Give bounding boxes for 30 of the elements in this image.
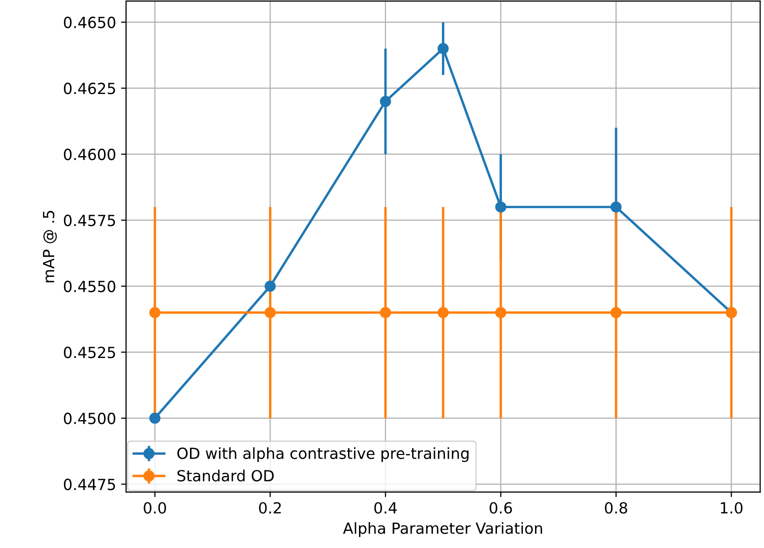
x-tick-label: 0.4 [374, 502, 397, 514]
point [264, 280, 276, 292]
x-tick-label: 1.0 [720, 502, 742, 514]
point [149, 412, 160, 424]
y-axis-title: mAP @ .5 [43, 210, 57, 282]
x-tick-label: 0.0 [144, 502, 166, 514]
point [380, 96, 392, 107]
point [149, 307, 160, 318]
point [380, 307, 392, 318]
y-tick-label: 0.4600 [64, 148, 116, 160]
y-tick-label: 0.4525 [64, 346, 116, 358]
y-tick-label: 0.4575 [64, 214, 116, 226]
legend-label: OD with alpha contrastive pre-training [177, 447, 468, 462]
x-axis-title: Alpha Parameter Variation [343, 522, 542, 537]
point [495, 307, 506, 318]
point [610, 201, 622, 213]
y-tick-label: 0.4475 [64, 478, 116, 490]
y-tick-label: 0.4500 [64, 412, 116, 424]
x-tick-label: 0.6 [490, 502, 512, 514]
y-tick-label: 0.4550 [64, 280, 116, 292]
point [438, 43, 449, 54]
point [438, 307, 449, 318]
x-tick-label: 0.2 [259, 502, 281, 514]
point [264, 307, 276, 318]
x-tick-label: 0.8 [604, 502, 628, 514]
y-tick-label: 0.4650 [64, 16, 116, 28]
y-tick-label: 0.4625 [64, 82, 116, 94]
point [610, 307, 622, 318]
point [495, 201, 506, 213]
legend-label: Standard OD [177, 470, 274, 482]
